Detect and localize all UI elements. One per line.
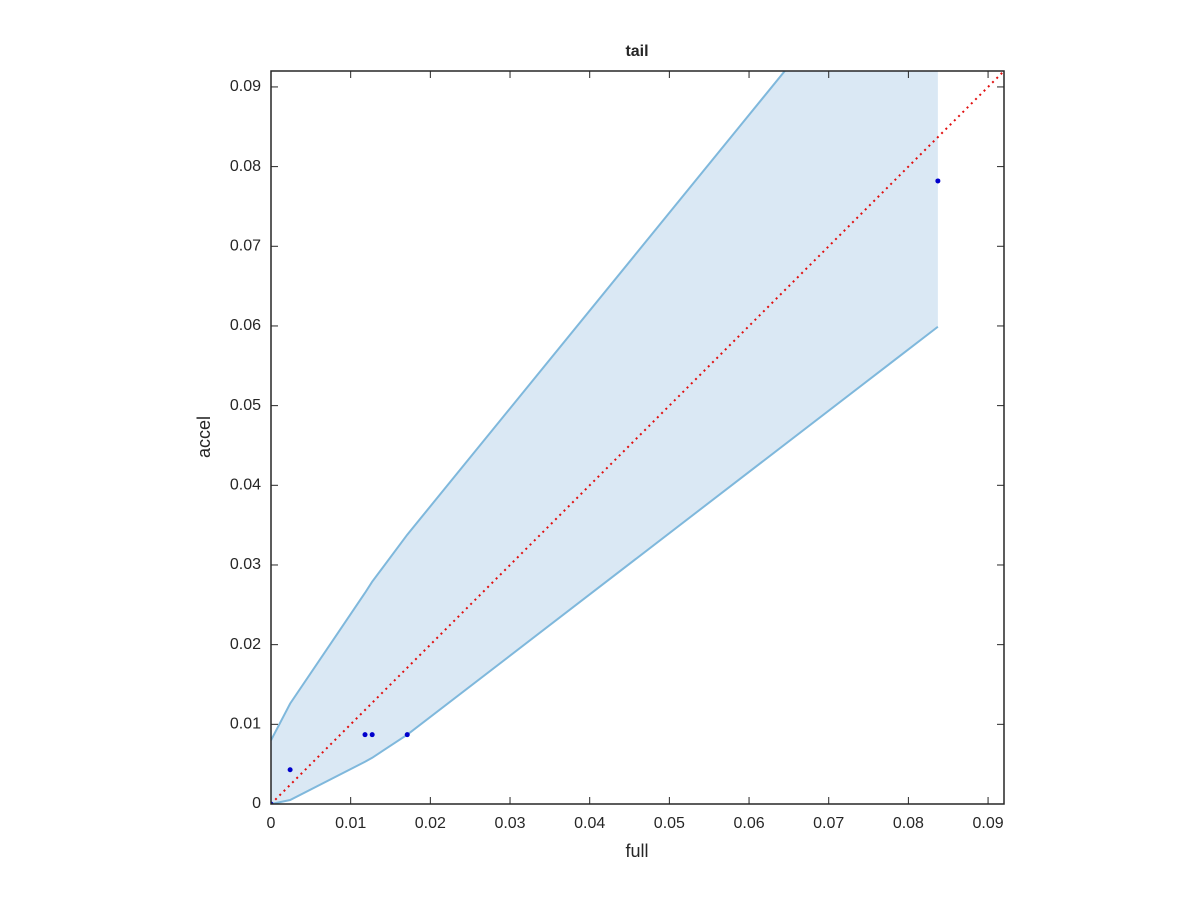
- y-tick-label: 0.07: [230, 238, 261, 255]
- x-tick-label: 0.07: [813, 815, 844, 832]
- y-tick-label: 0.02: [230, 636, 261, 653]
- y-tick-label: 0.08: [230, 158, 261, 175]
- y-tick-label: 0.09: [230, 78, 261, 95]
- data-point: [369, 732, 375, 738]
- x-tick-label: 0.04: [574, 815, 605, 832]
- data-point: [287, 767, 293, 773]
- plot-area: [271, 71, 1004, 804]
- band-upper-edge: [271, 71, 787, 741]
- x-axis-label: full: [625, 841, 648, 861]
- x-tick-label: 0.08: [893, 815, 924, 832]
- x-tick-label: 0.06: [733, 815, 764, 832]
- data-point: [362, 732, 368, 738]
- y-tick-label: 0.04: [230, 477, 261, 494]
- y-tick-label: 0.05: [230, 397, 261, 414]
- y-axis-label: accel: [194, 416, 214, 458]
- axes-box: [270, 70, 1005, 805]
- data-point: [404, 732, 410, 738]
- x-tick-label: 0.01: [335, 815, 366, 832]
- chart-title: tail: [625, 43, 648, 60]
- y-tick-label: 0.01: [230, 716, 261, 733]
- x-tick-label: 0.03: [494, 815, 525, 832]
- x-tick-label: 0.09: [972, 815, 1003, 832]
- data-point: [935, 178, 941, 184]
- x-tick-label: 0.05: [654, 815, 685, 832]
- y-tick-label: 0: [252, 795, 261, 812]
- y-tick-label: 0.03: [230, 556, 261, 573]
- band-lower-edge: [271, 325, 939, 804]
- x-tick-label: 0: [267, 815, 276, 832]
- x-tick-label: 0.02: [415, 815, 446, 832]
- y-tick-label: 0.06: [230, 317, 261, 334]
- confidence-band: [271, 71, 938, 804]
